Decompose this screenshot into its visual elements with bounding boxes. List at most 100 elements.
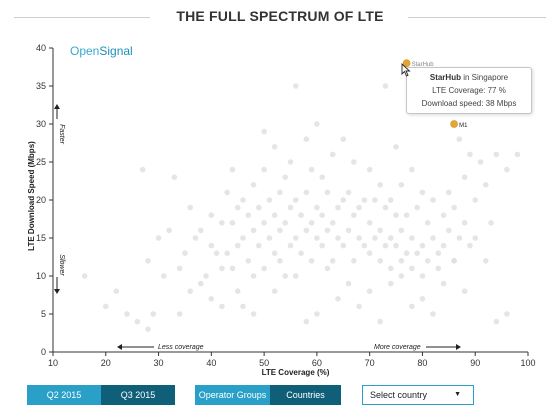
data-point [303,318,310,325]
data-point [308,258,315,264]
data-point [219,265,225,272]
data-point [351,258,357,264]
data-point [382,83,389,89]
data-point [451,258,457,264]
data-point [366,166,373,173]
data-point [250,311,257,317]
data-point [393,242,399,249]
mouse-cursor-icon [401,63,411,77]
data-point [419,296,426,302]
data-point [356,303,362,310]
y-tick-label: 20 [36,195,46,205]
data-point [461,220,468,226]
data-point [229,265,236,272]
data-point [292,83,299,89]
data-point [345,227,352,234]
data-point [366,288,373,295]
data-point [387,197,394,203]
up-arrow-icon [54,104,60,109]
data-point [514,151,521,158]
y-tick-label: 25 [36,157,46,167]
data-point [430,235,436,241]
data-point [240,235,246,241]
data-point [250,227,257,234]
data-point [329,258,336,264]
data-point [187,204,194,211]
data-point [324,189,331,196]
data-point [477,159,484,165]
title-line-left [14,17,150,18]
data-point [277,189,283,196]
data-point [319,242,325,249]
data-point [314,235,320,241]
data-point [277,258,283,264]
data-point [340,136,347,142]
slower-label: Slower [58,254,65,276]
data-point [398,273,405,279]
data-point [493,151,500,158]
data-point [213,250,220,256]
x-tick-label: 100 [520,358,535,368]
data-point [219,220,225,226]
data-point [351,159,357,165]
data-point [224,189,230,196]
data-point [398,258,405,264]
data-point [187,288,194,295]
data-point [314,121,320,127]
highlighted-point-label: StarHub [412,62,435,68]
title-line-right [408,17,546,18]
opensignal-logo: OpenSignal [70,44,133,58]
q3-2015-button[interactable]: Q3 2015 [101,385,175,405]
data-point [345,189,352,196]
operator-groups-button[interactable]: Operator Groups [195,385,270,405]
control-bar: Q2 2015 Q3 2015 Operator Groups Countrie… [0,385,560,407]
logo-part-open: Open [70,44,99,58]
data-point [234,242,241,249]
y-tick-label: 30 [36,119,46,129]
data-point [335,296,341,302]
tooltip-country: Singapore [471,73,509,82]
select-country-dropdown[interactable]: Select country ▼ [362,385,474,405]
data-point [234,288,241,295]
data-point [366,220,373,226]
data-point [377,182,384,188]
data-point [314,311,320,317]
y-tick-label: 35 [36,81,46,91]
data-point [298,250,304,256]
data-point [409,265,415,272]
data-point [287,159,294,165]
data-point [298,212,304,218]
data-point [366,250,373,256]
data-point [303,136,310,142]
y-tick-label: 40 [36,43,46,53]
data-point [372,235,378,241]
data-point [419,242,426,249]
data-point [245,212,252,218]
data-point [414,250,420,256]
highlighted-point [402,59,411,68]
data-point [356,235,362,241]
data-point [240,303,246,310]
down-arrow-icon [54,289,60,294]
data-point [409,166,415,173]
data-point [319,174,325,180]
data-point [171,174,178,180]
data-point [456,235,463,241]
highlighted-point-label: M1 [459,123,468,129]
data-point [446,227,452,234]
data-point [292,273,299,279]
page-title: THE FULL SPECTRUM OF LTE [176,8,384,24]
data-point [261,128,267,135]
countries-button[interactable]: Countries [270,385,341,405]
data-point [424,220,431,226]
data-point [361,197,368,203]
data-point [240,197,246,203]
x-tick-label: 10 [48,358,58,368]
data-point [60,258,67,264]
data-point [472,235,479,241]
data-point [419,273,426,279]
data-point [282,220,289,226]
q2-2015-button[interactable]: Q2 2015 [27,385,101,405]
data-point [271,144,278,150]
data-point [377,258,384,264]
